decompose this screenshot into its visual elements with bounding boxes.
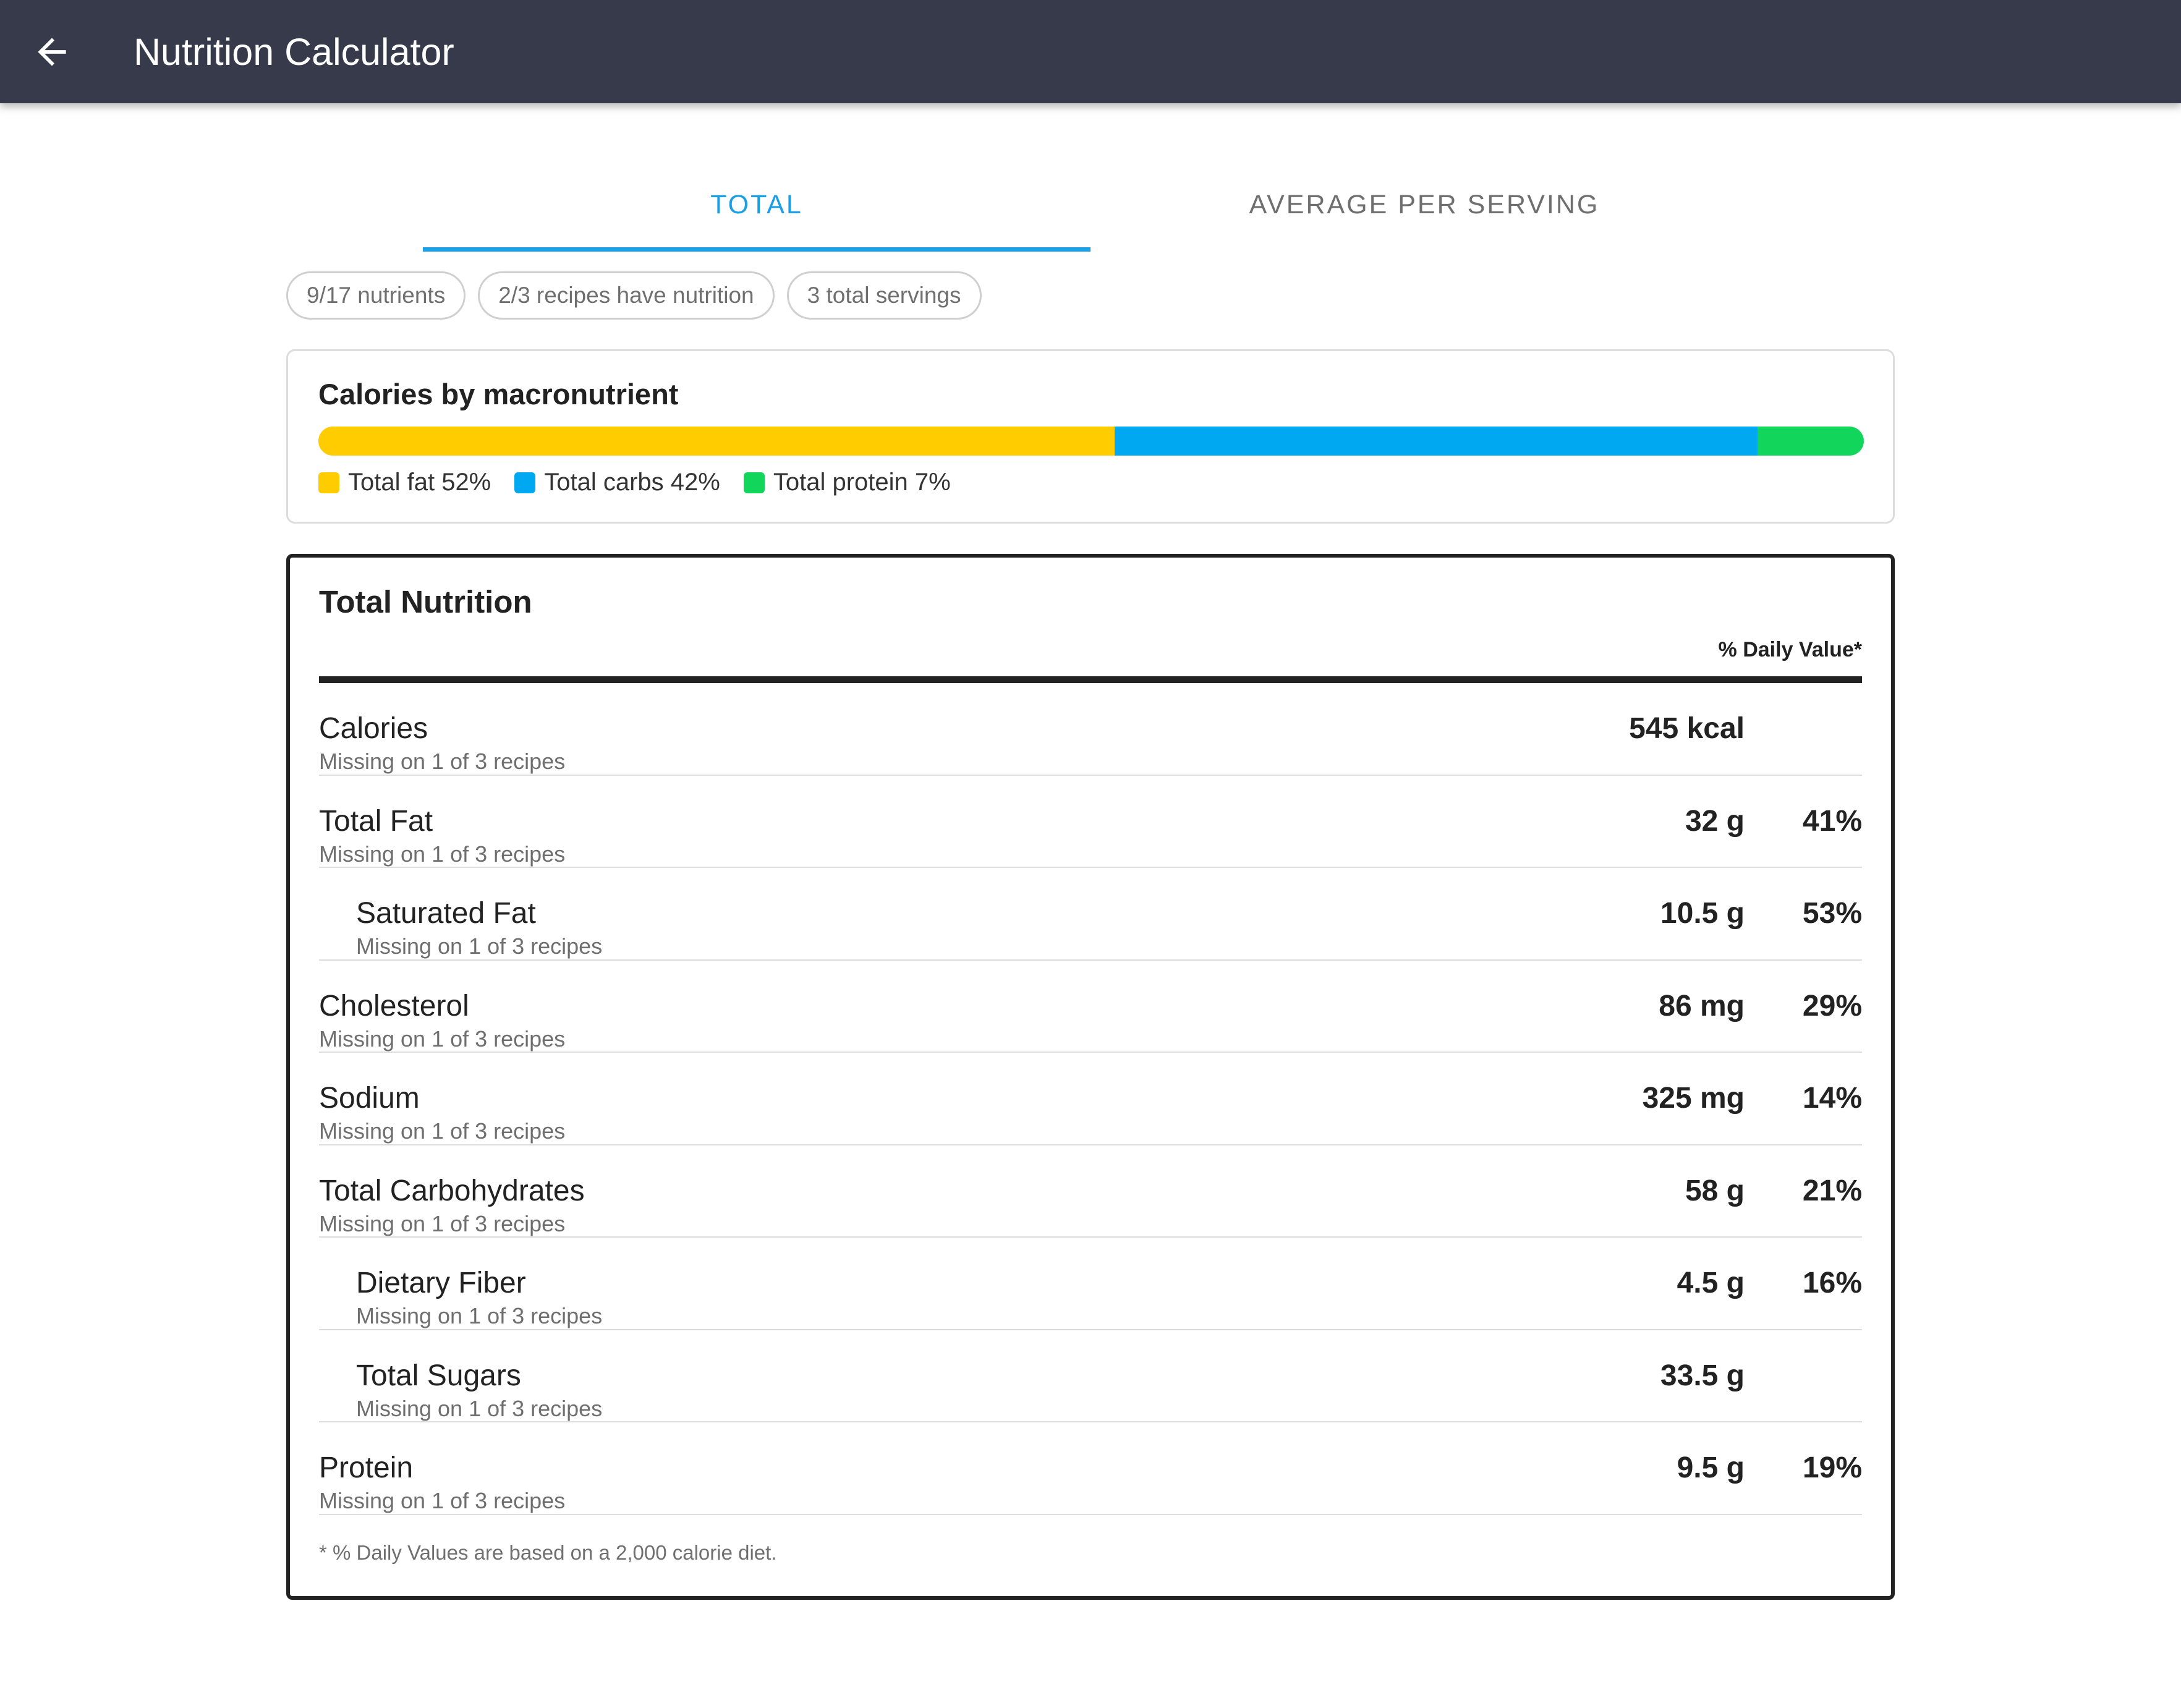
nutrient-row: Total Sugars Missing on 1 of 3 recipes 33.… [319,1330,1862,1422]
nutrient-row: Protein Missing on 1 of 3 recipes 9.5 g 19% [319,1422,1862,1515]
nutrient-daily-value: 14% [1802,1082,1862,1115]
nutrient-missing-note: Missing on 1 of 3 recipes [356,1303,603,1328]
app-bar: Nutrition Calculator [0,0,2181,103]
legend-item-protein: Total protein 7% [743,469,951,496]
legend-label: Total protein 7% [773,469,951,496]
nutrient-missing-note: Missing on 1 of 3 recipes [319,1118,566,1144]
tab-bar: TOTAL AVERAGE PER SERVING [423,177,1758,252]
nutrient-row: Saturated Fat Missing on 1 of 3 recipes 10… [319,868,1862,961]
nutrient-name: Dietary Fiber [356,1267,526,1299]
nutrient-missing-note: Missing on 1 of 3 recipes [356,1395,603,1421]
nutrition-facts-card: Total Nutrition % Daily Value* Calories M… [286,554,1895,1600]
legend-label: Total carbs 42% [544,469,720,496]
daily-value-header: % Daily Value* [1718,638,1862,661]
nutrient-daily-value: 16% [1802,1267,1862,1299]
nutrient-amount: 10.5 g [1660,897,1745,930]
nutrient-amount: 4.5 g [1677,1267,1745,1299]
nutrient-missing-note: Missing on 1 of 3 recipes [356,933,603,959]
nutrient-amount: 58 g [1685,1174,1745,1207]
nutrition-title: Total Nutrition [319,584,532,619]
thick-divider [319,676,1862,683]
nutrient-missing-note: Missing on 1 of 3 recipes [319,1488,566,1513]
chip-total-servings: 3 total servings [786,271,982,320]
macro-legend: Total fat 52% Total carbs 42% Total protei… [318,469,951,496]
nutrient-daily-value: 53% [1802,897,1862,930]
nutrition-rows: Calories Missing on 1 of 3 recipes 545 kca… [319,683,1862,1515]
nutrient-amount: 325 mg [1642,1082,1745,1115]
nutrient-amount: 545 kcal [1629,712,1745,745]
back-button[interactable] [31,31,73,73]
macronutrient-card: Calories by macronutrient Total fat 52% T… [286,349,1895,524]
nutrient-row: Total Carbohydrates Missing on 1 of 3 rec… [319,1145,1862,1238]
macro-segment-fat [318,427,1115,456]
nutrient-missing-note: Missing on 1 of 3 recipes [319,1026,566,1052]
macro-card-title: Calories by macronutrient [318,378,679,410]
tab-total[interactable]: TOTAL [423,177,1090,252]
legend-item-carbs: Total carbs 42% [514,469,720,496]
nutrient-daily-value: 19% [1802,1451,1862,1484]
nutrient-row: Total Fat Missing on 1 of 3 recipes 32 g 41… [319,776,1862,868]
summary-chips: 9/17 nutrients 2/3 recipes have nutritio… [286,271,982,321]
nutrient-row: Calories Missing on 1 of 3 recipes 545 kca… [319,683,1862,776]
nutrient-amount: 9.5 g [1677,1451,1745,1484]
nutrient-daily-value: 21% [1802,1174,1862,1207]
chip-nutrients-count: 9/17 nutrients [286,271,466,320]
nutrient-missing-note: Missing on 1 of 3 recipes [319,1210,566,1236]
nutrient-missing-note: Missing on 1 of 3 recipes [319,749,566,774]
app-title: Nutrition Calculator [134,31,454,73]
tab-average-per-serving[interactable]: AVERAGE PER SERVING [1249,190,1600,219]
legend-swatch [514,472,536,493]
macro-segment-carbs [1114,427,1758,456]
nutrient-row: Cholesterol Missing on 1 of 3 recipes 86 m… [319,961,1862,1053]
legend-label: Total fat 52% [348,469,491,496]
nutrient-amount: 86 mg [1659,989,1745,1022]
nutrient-name: Saturated Fat [356,897,536,930]
nutrient-name: Cholesterol [319,989,469,1022]
legend-swatch [743,472,765,493]
legend-item-fat: Total fat 52% [318,469,491,496]
nutrient-name: Total Sugars [356,1359,521,1392]
arrow-left-icon [38,38,66,66]
nutrient-name: Total Fat [319,804,433,838]
daily-value-footnote: * % Daily Values are based on a 2,000 ca… [319,1541,777,1564]
nutrient-row: Dietary Fiber Missing on 1 of 3 recipes 4.… [319,1238,1862,1330]
nutrient-name: Total Carbohydrates [319,1174,585,1207]
nutrient-name: Protein [319,1451,414,1484]
nutrient-daily-value: 29% [1802,989,1862,1022]
nutrient-amount: 33.5 g [1660,1359,1745,1392]
nutrient-daily-value: 41% [1802,804,1862,838]
macro-stacked-bar [318,427,1864,456]
chip-recipes-with-nutrition: 2/3 recipes have nutrition [478,271,775,320]
nutrient-name: Sodium [319,1082,420,1115]
nutrient-row: Sodium Missing on 1 of 3 recipes 325 mg 14% [319,1053,1862,1145]
legend-swatch [318,472,339,493]
macro-segment-protein [1757,427,1864,456]
nutrient-name: Calories [319,712,428,745]
nutrient-missing-note: Missing on 1 of 3 recipes [319,841,566,867]
nutrient-amount: 32 g [1685,804,1745,838]
